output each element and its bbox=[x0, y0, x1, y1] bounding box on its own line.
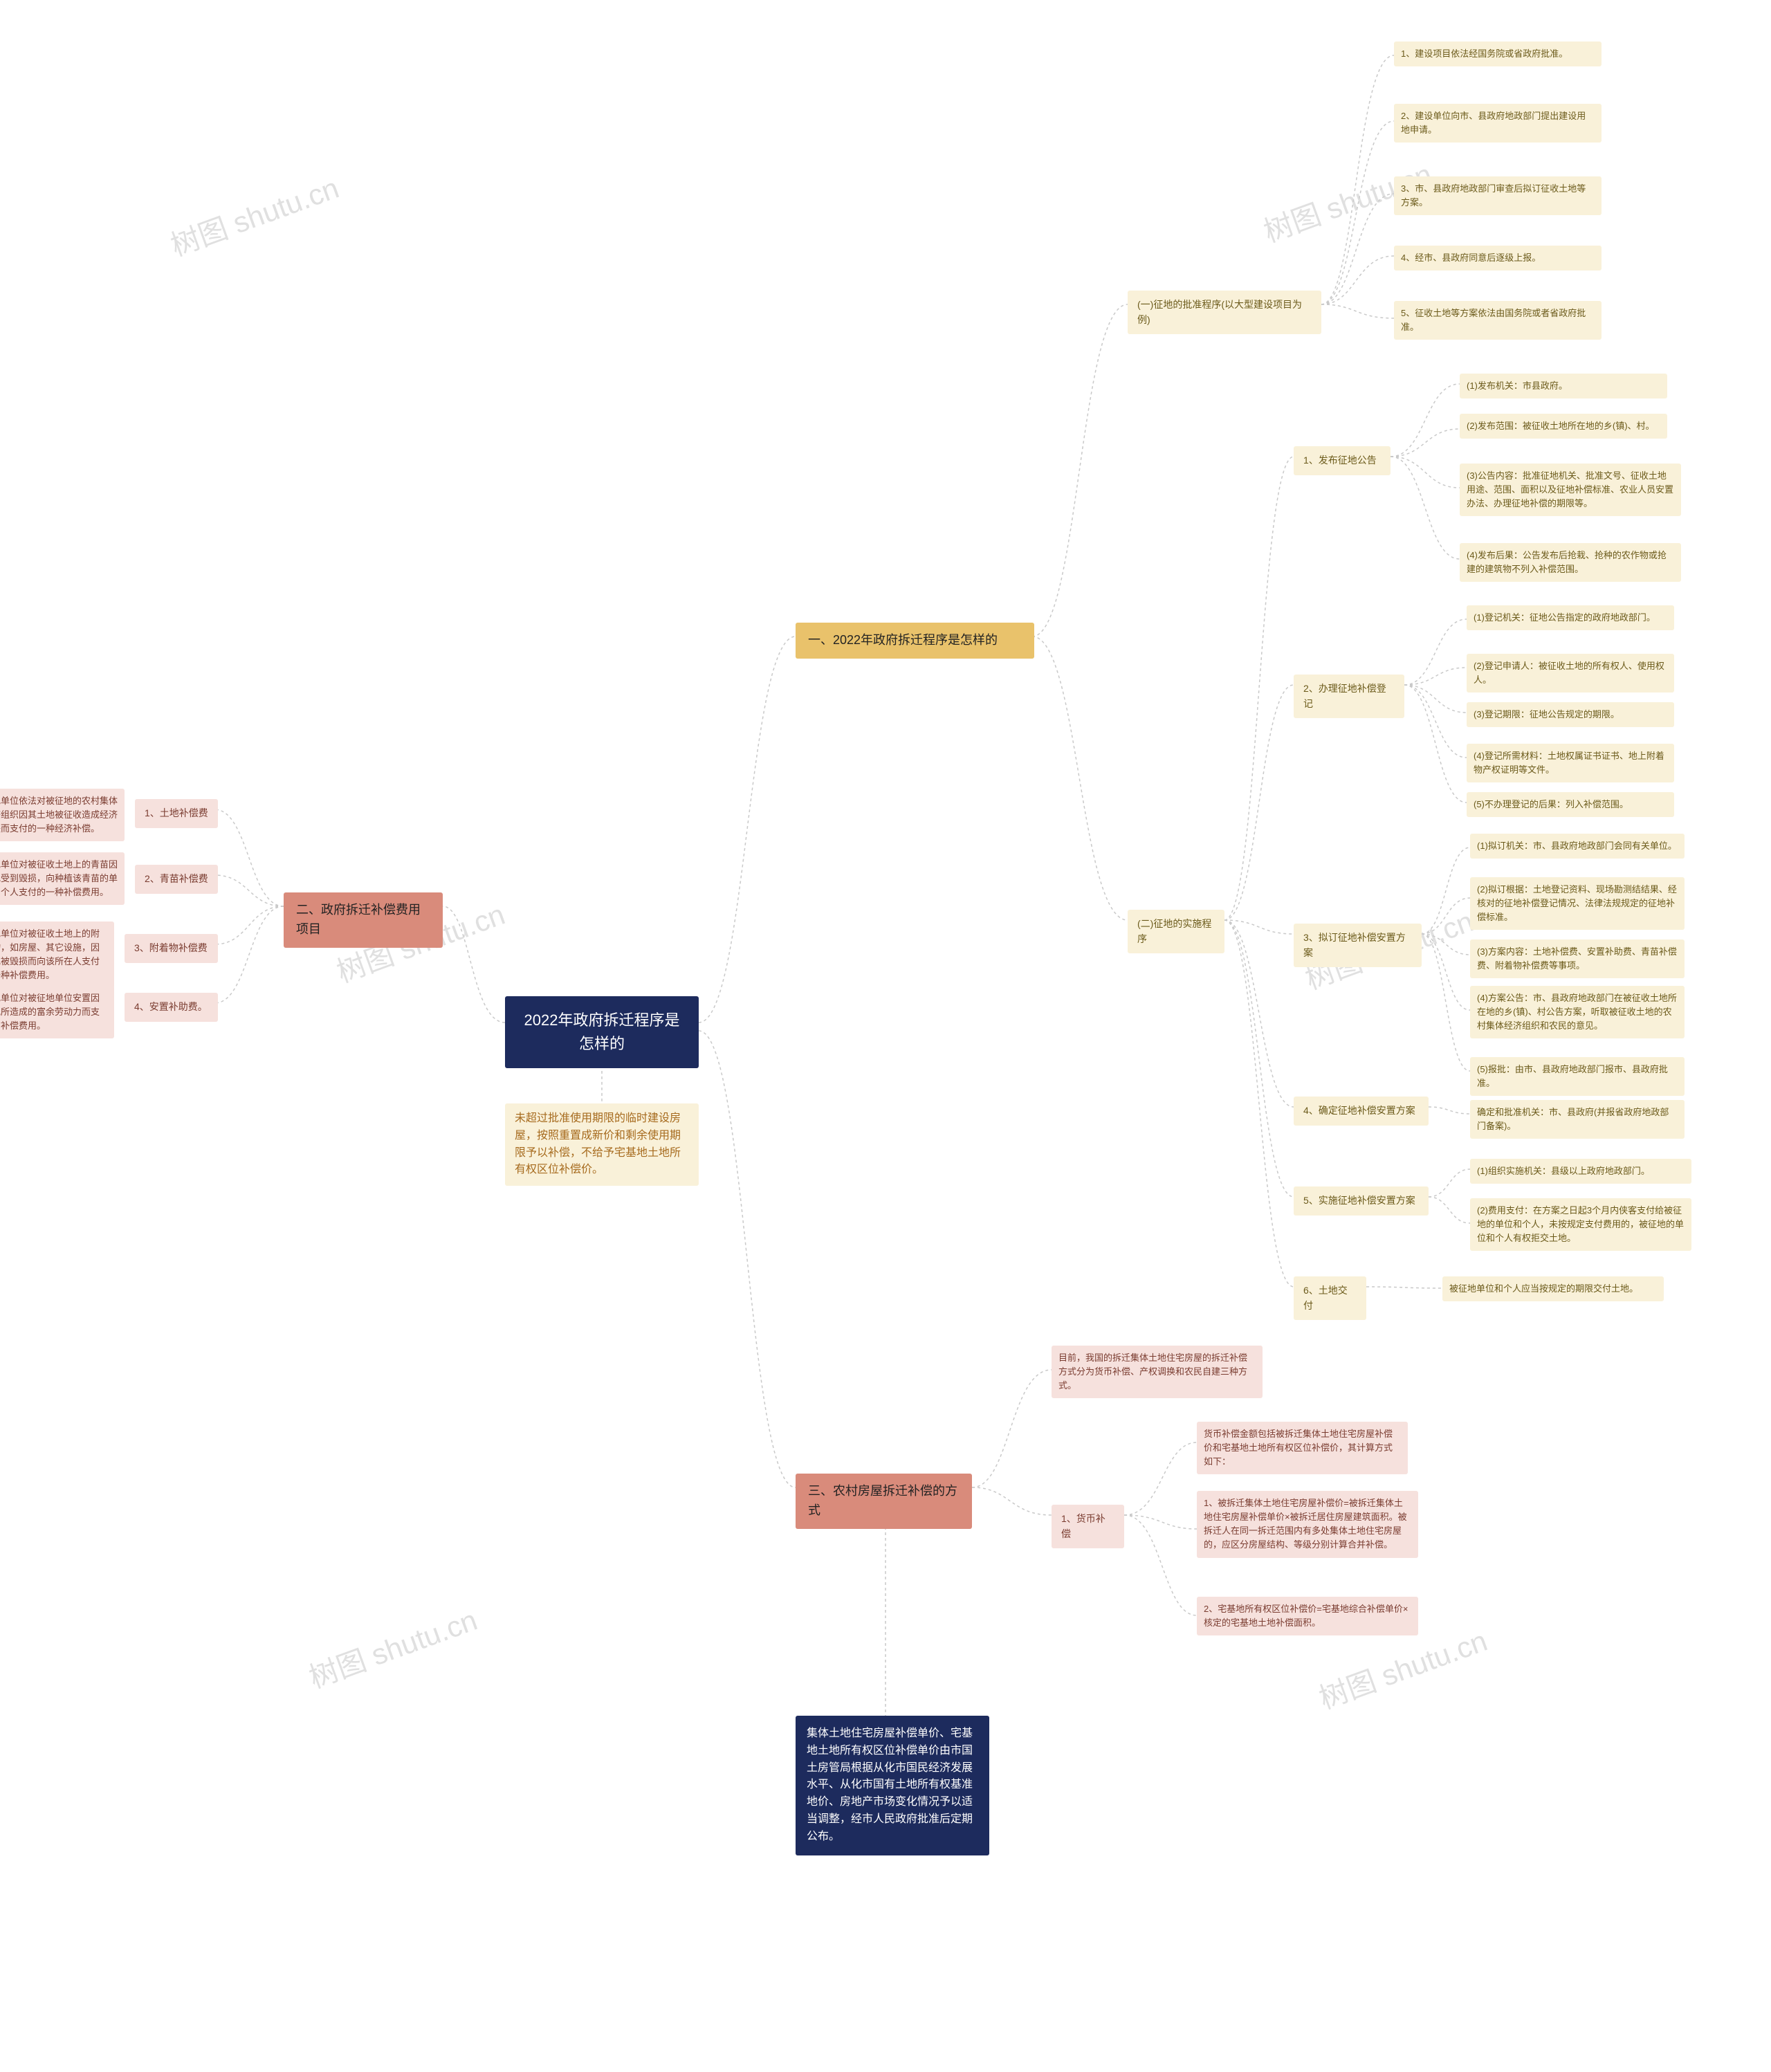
node-sec1-b4[interactable]: 4、确定征地补偿安置方案 bbox=[1294, 1097, 1429, 1126]
node-sec3-1-1: 货币补偿金额包括被拆迁集体土地住宅房屋补偿价和宅基地土地所有权区位补偿价，其计算… bbox=[1197, 1422, 1408, 1474]
node-sec1-b2-1: (1)登记机关：征地公告指定的政府地政部门。 bbox=[1467, 605, 1674, 630]
node-sec1-b5[interactable]: 5、实施征地补偿安置方案 bbox=[1294, 1186, 1429, 1216]
node-sec1-b3-3: (3)方案内容：土地补偿费、安置补助费、青苗补偿费、附着物补偿费等事项。 bbox=[1470, 939, 1685, 978]
root-node[interactable]: 2022年政府拆迁程序是怎样的 bbox=[505, 996, 699, 1068]
node-sec1-a[interactable]: (一)征地的批准程序(以大型建设项目为例) bbox=[1128, 291, 1321, 334]
node-sec2-1-desc: 用地单位依法对被征地的农村集体经济组织因其土地被征收造成经济损失而支付的一种经济… bbox=[0, 789, 125, 841]
node-sec1-b6[interactable]: 6、土地交付 bbox=[1294, 1276, 1366, 1320]
node-sec1-b1-1: (1)发布机关：市县政府。 bbox=[1460, 374, 1667, 398]
node-sec1-b2-5: (5)不办理登记的后果：列入补偿范围。 bbox=[1467, 792, 1674, 817]
node-sec1-b[interactable]: (二)征地的实施程序 bbox=[1128, 910, 1224, 953]
node-sec1-b2-2: (2)登记申请人：被征收土地的所有权人、使用权人。 bbox=[1467, 654, 1674, 693]
node-sec3-1[interactable]: 1、货币补偿 bbox=[1052, 1505, 1124, 1548]
node-sec3-intro: 目前，我国的拆迁集体土地住宅房屋的拆迁补偿方式分为货币补偿、产权调换和农民自建三… bbox=[1052, 1346, 1263, 1398]
node-sec1-a-5: 5、征收土地等方案依法由国务院或者省政府批准。 bbox=[1394, 301, 1602, 340]
node-sec1-b3-5: (5)报批：由市、县政府地政部门报市、县政府批准。 bbox=[1470, 1057, 1685, 1096]
node-sec2-note: 未超过批准使用期限的临时建设房屋，按照重置成新价和剩余使用期限予以补偿，不给予宅… bbox=[505, 1103, 699, 1186]
node-sec1-b3[interactable]: 3、拟订征地补偿安置方案 bbox=[1294, 924, 1422, 967]
node-sec1-b3-1: (1)拟订机关：市、县政府地政部门会同有关单位。 bbox=[1470, 834, 1685, 859]
watermark: 树图 shutu.cn bbox=[164, 165, 344, 264]
node-sec1-b1-2: (2)发布范围：被征收土地所在地的乡(镇)、村。 bbox=[1460, 414, 1667, 439]
node-sec1-b1[interactable]: 1、发布征地公告 bbox=[1294, 446, 1391, 475]
node-sec2-4-desc: 用地单位对被征地单位安置因征地所造成的富余劳动力而支付的补偿费用。 bbox=[0, 986, 114, 1038]
watermark: 树图 shutu.cn bbox=[302, 1597, 482, 1696]
node-sec1-b3-2: (2)拟订根据：土地登记资料、现场勘测结结果、经核对的征地补偿登记情况、法律法规… bbox=[1470, 877, 1685, 930]
node-sec2-4[interactable]: 4、安置补助费。 bbox=[125, 993, 218, 1022]
node-sec2-3-desc: 用地单位对被征收土地上的附着物，如房屋、其它设施，因征地被毁损而向该所在人支付的… bbox=[0, 922, 114, 989]
node-sec1-b2-3: (3)登记期限：征地公告规定的期限。 bbox=[1467, 702, 1674, 727]
node-sec1-a-3: 3、市、县政府地政部门审查后拟订征收土地等方案。 bbox=[1394, 176, 1602, 215]
node-sec1-b1-4: (4)发布后果：公告发布后抢栽、抢种的农作物或抢建的建筑物不列入补偿范围。 bbox=[1460, 543, 1681, 582]
node-sec3-footer: 集体土地住宅房屋补偿单价、宅基地土地所有权区位补偿单价由市国土房管局根据从化市国… bbox=[796, 1716, 989, 1855]
node-sec1-a-4: 4、经市、县政府同意后逐级上报。 bbox=[1394, 246, 1602, 271]
node-sec1-b5-2: (2)费用支付：在方案之日起3个月内侠客支付给被征地的单位和个人，未按规定支付费… bbox=[1470, 1198, 1691, 1251]
node-sec2-2-desc: 用地单位对被征收土地上的青苗因征地受到毁损，向种植该青苗的单位和个人支付的一种补… bbox=[0, 852, 125, 905]
node-sec3-1-2: 1、被拆迁集体土地住宅房屋补偿价=被拆迁集体土地住宅房屋补偿单价×被拆迁居住房屋… bbox=[1197, 1491, 1418, 1558]
node-sec1-a-2: 2、建设单位向市、县政府地政部门提出建设用地申请。 bbox=[1394, 104, 1602, 143]
node-sec2-2[interactable]: 2、青苗补偿费 bbox=[135, 865, 218, 894]
node-sec2-3[interactable]: 3、附着物补偿费 bbox=[125, 934, 218, 963]
branch-sec1[interactable]: 一、2022年政府拆迁程序是怎样的 bbox=[796, 623, 1034, 659]
node-sec1-b6-1: 被征地单位和个人应当按规定的期限交付土地。 bbox=[1442, 1276, 1664, 1301]
node-sec1-b1-3: (3)公告内容：批准征地机关、批准文号、征收土地用途、范围、面积以及征地补偿标准… bbox=[1460, 464, 1681, 516]
node-sec1-b2-4: (4)登记所需材料：土地权属证书证书、地上附着物产权证明等文件。 bbox=[1467, 744, 1674, 782]
branch-sec3[interactable]: 三、农村房屋拆迁补偿的方式 bbox=[796, 1474, 972, 1529]
node-sec2-1[interactable]: 1、土地补偿费 bbox=[135, 799, 218, 828]
node-sec1-b5-1: (1)组织实施机关：县级以上政府地政部门。 bbox=[1470, 1159, 1691, 1184]
node-sec1-b2[interactable]: 2、办理征地补偿登记 bbox=[1294, 675, 1404, 718]
node-sec3-1-3: 2、宅基地所有权区位补偿价=宅基地综合补偿单价×核定的宅基地土地补偿面积。 bbox=[1197, 1597, 1418, 1635]
node-sec1-b3-4: (4)方案公告：市、县政府地政部门在被征收土地所在地的乡(镇)、村公告方案，听取… bbox=[1470, 986, 1685, 1038]
branch-sec2[interactable]: 二、政府拆迁补偿费用项目 bbox=[284, 892, 443, 948]
node-sec1-b4-1: 确定和批准机关：市、县政府(并报省政府地政部门备案)。 bbox=[1470, 1100, 1685, 1139]
node-sec1-a-1: 1、建设项目依法经国务院或省政府批准。 bbox=[1394, 42, 1602, 66]
